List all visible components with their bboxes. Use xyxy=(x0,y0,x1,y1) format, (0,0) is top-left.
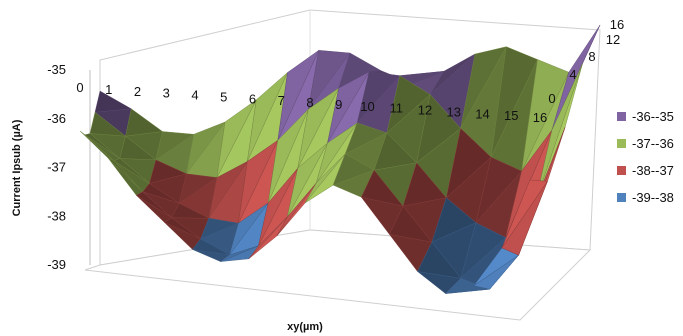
surface-facet xyxy=(267,109,309,204)
legend-label: -38--37 xyxy=(632,163,674,178)
x-tick-label: 3 xyxy=(163,86,170,101)
surface-facet xyxy=(304,153,346,204)
depth-tick-label: 4 xyxy=(569,67,576,82)
surface-facet xyxy=(316,122,358,184)
surface-facet xyxy=(276,182,317,237)
surface-facet xyxy=(490,46,538,158)
surface-facet xyxy=(149,159,187,184)
surface-facet xyxy=(344,122,388,155)
depth-tick-label: 16 xyxy=(610,17,624,32)
surface-facet xyxy=(473,255,519,290)
surface-facet xyxy=(389,205,433,243)
y-axis-title: Current Ipsub (µA) xyxy=(11,119,23,216)
surface-facet xyxy=(89,111,127,137)
surface-facet xyxy=(125,108,164,137)
surface-facet xyxy=(247,72,288,162)
legend-swatch xyxy=(617,166,626,175)
x-tick-label: 14 xyxy=(475,106,489,121)
x-tick-label: 8 xyxy=(306,95,313,110)
surface-facet xyxy=(135,191,172,218)
surface-facet xyxy=(216,99,257,178)
surface-facet xyxy=(297,87,339,169)
x-tick-label: 15 xyxy=(504,108,518,123)
surface-facet xyxy=(220,245,259,262)
x-tick-label: 7 xyxy=(278,93,285,108)
surface-plot xyxy=(79,24,601,294)
surface-facet xyxy=(171,203,209,219)
surface-facet xyxy=(155,131,195,161)
z-tick-label: -38 xyxy=(47,208,66,223)
surface-facet xyxy=(445,128,492,199)
surface-facet xyxy=(79,130,115,161)
surface-facet xyxy=(94,90,132,113)
surface-facet xyxy=(386,75,431,134)
legend-label: -39--38 xyxy=(632,190,674,205)
surface-facet xyxy=(119,135,157,161)
depth-tick-label: 12 xyxy=(606,32,620,47)
surface-facet xyxy=(258,167,298,246)
surface-facet xyxy=(142,183,180,204)
surface-facet xyxy=(84,133,120,159)
surface-facet xyxy=(332,153,375,186)
surface-facet xyxy=(417,241,462,279)
surface-facet xyxy=(475,156,522,223)
z-tick-label: -35 xyxy=(47,62,66,77)
surface-facet xyxy=(431,197,477,243)
surface-facet xyxy=(416,94,461,164)
surface-facet xyxy=(373,132,418,171)
surface-facet xyxy=(357,71,401,124)
x-tick-label: 10 xyxy=(360,99,374,114)
surface-facet xyxy=(229,202,269,256)
x-tick-label: 9 xyxy=(335,97,342,112)
surface-facet xyxy=(521,59,570,172)
surface-facet xyxy=(287,142,328,218)
surface-facet xyxy=(200,217,240,240)
surface-facet xyxy=(535,63,583,203)
surface-facet xyxy=(501,181,548,256)
surface-facet xyxy=(178,173,218,204)
x-tick-label: 0 xyxy=(76,80,83,95)
x-tick-label: 2 xyxy=(134,84,141,99)
x-tick-label: 16 xyxy=(533,110,547,125)
z-tick-label: -39 xyxy=(47,257,66,272)
depth-tick-label: 8 xyxy=(588,49,595,64)
x-tick-label: 1 xyxy=(105,82,112,97)
legend-label: -37--36 xyxy=(632,136,674,151)
x-tick-label: 12 xyxy=(418,103,432,118)
surface-facet xyxy=(430,53,476,95)
surface-facet xyxy=(248,216,288,259)
x-tick-label: 5 xyxy=(220,89,227,104)
x-tick-label: 4 xyxy=(191,88,198,103)
legend-swatch xyxy=(617,139,626,148)
legend-label: -36--35 xyxy=(632,109,674,124)
surface-facet xyxy=(163,217,201,240)
z-tick-label: -36 xyxy=(47,111,66,126)
surface-facet xyxy=(327,71,370,144)
surface-facet xyxy=(186,121,226,174)
surface-facet xyxy=(192,238,230,256)
x-tick-label: 6 xyxy=(249,91,256,106)
surface-facet xyxy=(113,158,150,184)
surface-facet xyxy=(208,161,248,219)
z-tick-label: -37 xyxy=(47,160,66,175)
surface-facet xyxy=(238,139,279,224)
surface-facet xyxy=(460,222,506,279)
surface-facet xyxy=(107,157,143,192)
surface-facet xyxy=(277,49,320,141)
depth-tick-label: 0 xyxy=(548,91,555,106)
x-axis-title: xy(µm) xyxy=(287,321,323,333)
surface-facet xyxy=(402,162,447,207)
legend: -36--35 -37--36 -38--37 -39--38 xyxy=(617,109,674,205)
legend-swatch xyxy=(617,193,626,202)
axis-ticks: -35-36-37-38-390 1 2 3 4 5 6 7 8 9 10 11 12 13 14 15 160… xyxy=(47,17,624,272)
surface-facet xyxy=(308,50,351,110)
x-tick-label: 11 xyxy=(390,101,404,116)
surface-facet xyxy=(361,169,404,207)
surface-facet xyxy=(460,46,507,129)
x-tick-label: 13 xyxy=(447,104,461,119)
legend-swatch xyxy=(617,112,626,121)
